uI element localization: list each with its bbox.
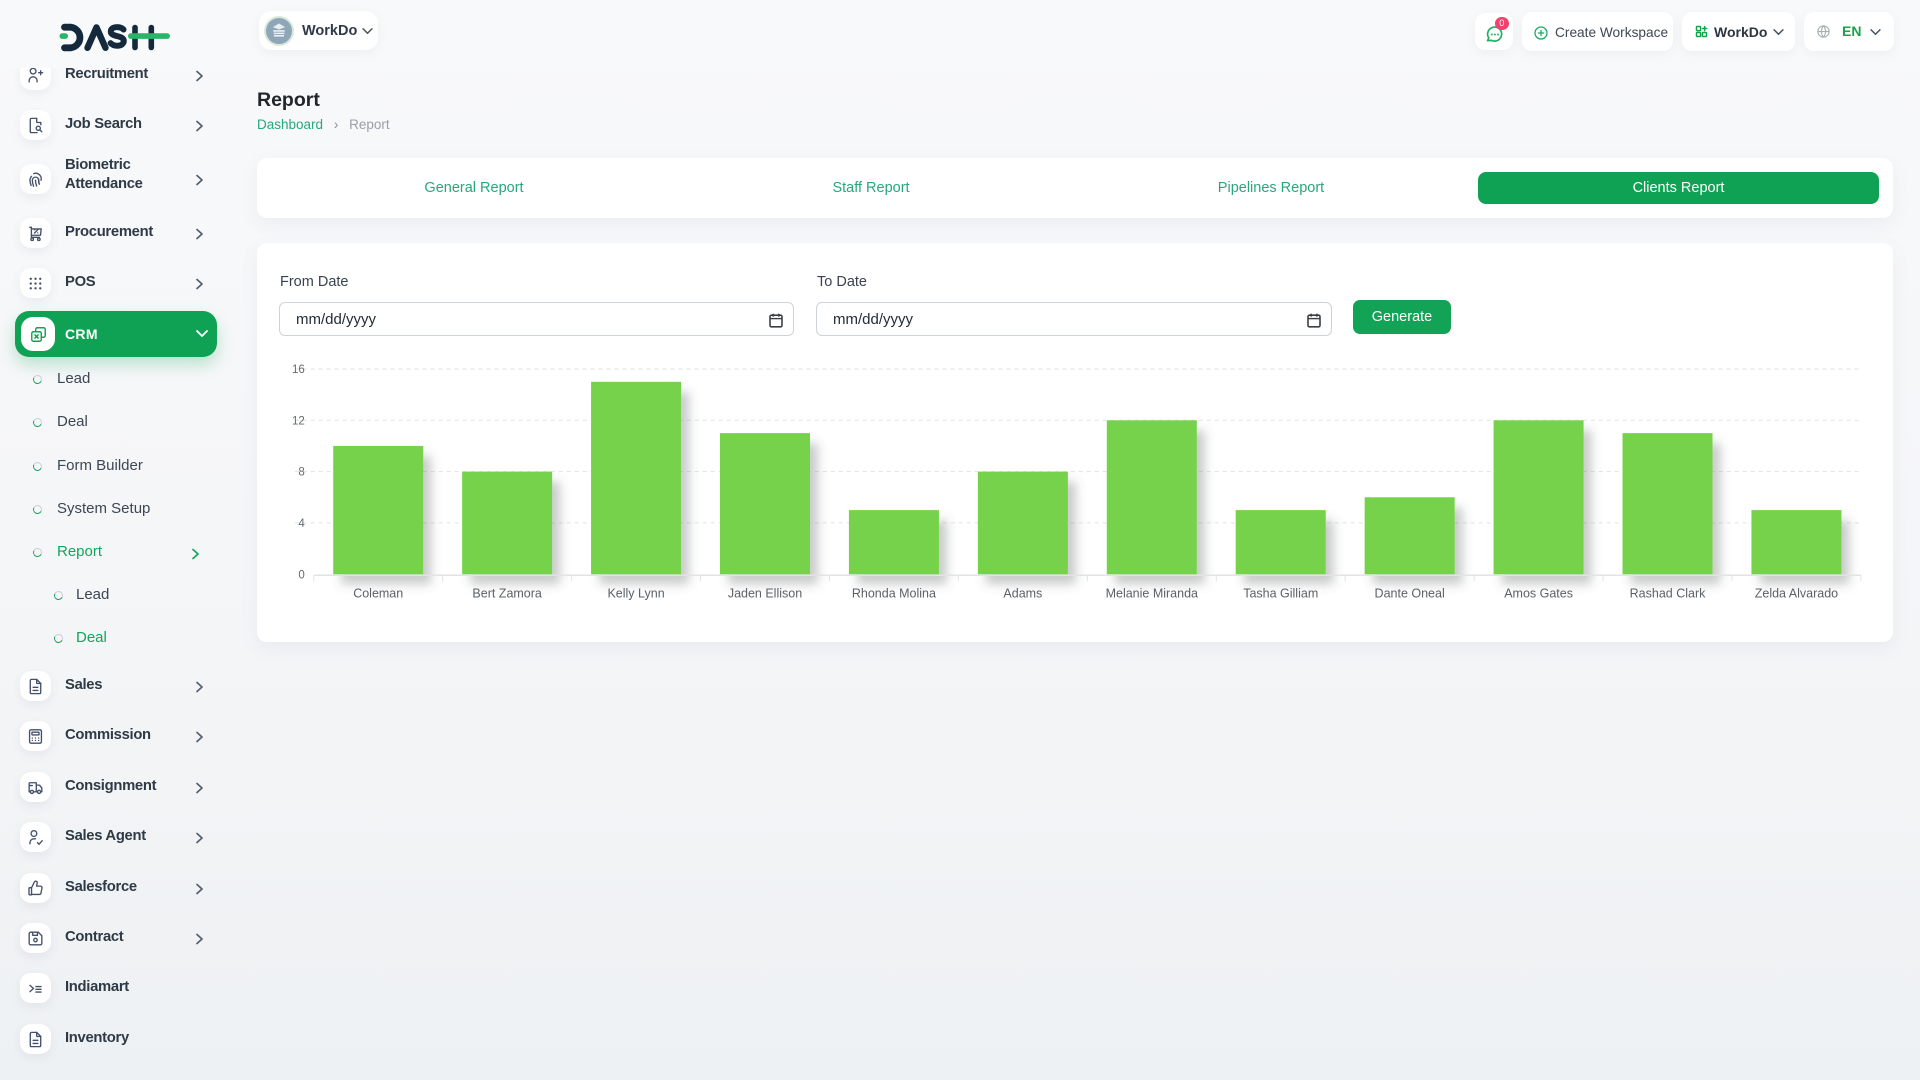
svg-text:Rashad Clark: Rashad Clark: [1630, 586, 1706, 600]
svg-text:Bert Zamora: Bert Zamora: [472, 586, 542, 600]
svg-text:Coleman: Coleman: [353, 586, 403, 600]
svg-text:8: 8: [298, 467, 304, 479]
svg-text:Zelda Alvarado: Zelda Alvarado: [1755, 586, 1838, 600]
svg-text:Amos Gates: Amos Gates: [1504, 586, 1573, 600]
svg-text:0: 0: [298, 569, 304, 581]
svg-text:Adams: Adams: [1003, 586, 1042, 600]
svg-text:16: 16: [292, 364, 305, 376]
svg-text:Tasha Gilliam: Tasha Gilliam: [1243, 586, 1318, 600]
svg-text:4: 4: [298, 518, 305, 530]
svg-text:Kelly Lynn: Kelly Lynn: [607, 586, 664, 600]
svg-text:Melanie Miranda: Melanie Miranda: [1106, 586, 1198, 600]
svg-text:Jaden Ellison: Jaden Ellison: [728, 586, 802, 600]
svg-text:12: 12: [292, 415, 305, 427]
svg-text:Dante Oneal: Dante Oneal: [1375, 586, 1445, 600]
svg-text:Rhonda Molina: Rhonda Molina: [852, 586, 936, 600]
